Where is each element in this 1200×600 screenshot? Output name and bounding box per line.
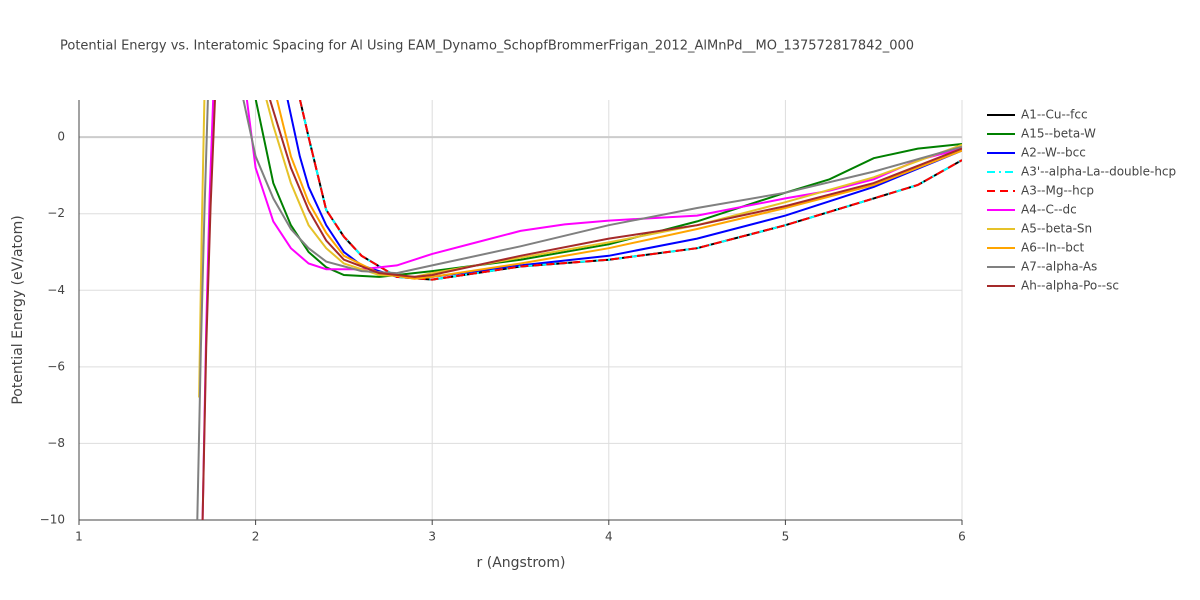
x-tick-label: 4 bbox=[605, 530, 613, 544]
y-tick-label: 0 bbox=[57, 130, 65, 144]
chart-title: Potential Energy vs. Interatomic Spacing… bbox=[60, 39, 914, 54]
x-tick-label: 2 bbox=[252, 530, 260, 544]
plot-area bbox=[196, 100, 962, 520]
x-tick-label: 1 bbox=[75, 530, 83, 544]
y-axis-title: Potential Energy (eV/atom) bbox=[10, 215, 26, 404]
series-line bbox=[201, 100, 962, 520]
series-line bbox=[299, 100, 962, 281]
legend-label: A6--In--bct bbox=[1021, 241, 1085, 255]
y-tick-label: −4 bbox=[47, 283, 65, 297]
x-tick-label: 5 bbox=[782, 530, 790, 544]
legend-label: A7--alpha-As bbox=[1021, 260, 1097, 274]
legend-label: A3--Mg--hcp bbox=[1021, 184, 1094, 198]
legend-label: A5--beta-Sn bbox=[1021, 222, 1092, 236]
x-axis-title: r (Angstrom) bbox=[477, 555, 566, 571]
series-line bbox=[276, 100, 962, 280]
legend-label: A3'--alpha-La--double-hcp bbox=[1021, 165, 1176, 179]
series-line bbox=[198, 100, 962, 398]
series-line bbox=[196, 100, 962, 520]
x-tick-label: 6 bbox=[958, 530, 966, 544]
y-tick-label: −6 bbox=[47, 359, 65, 373]
legend-label: A4--C--dc bbox=[1021, 203, 1077, 217]
y-tick-label: −10 bbox=[40, 513, 65, 527]
x-tick-label: 3 bbox=[428, 530, 436, 544]
legend-label: Ah--alpha-Po--sc bbox=[1021, 279, 1119, 293]
legend-label: A1--Cu--fcc bbox=[1021, 108, 1088, 122]
y-tick-label: −2 bbox=[47, 206, 65, 220]
legend-label: A15--beta-W bbox=[1021, 127, 1096, 141]
series-line bbox=[201, 100, 962, 520]
y-tick-label: −8 bbox=[47, 436, 65, 450]
legend-label: A2--W--bcc bbox=[1021, 146, 1086, 160]
